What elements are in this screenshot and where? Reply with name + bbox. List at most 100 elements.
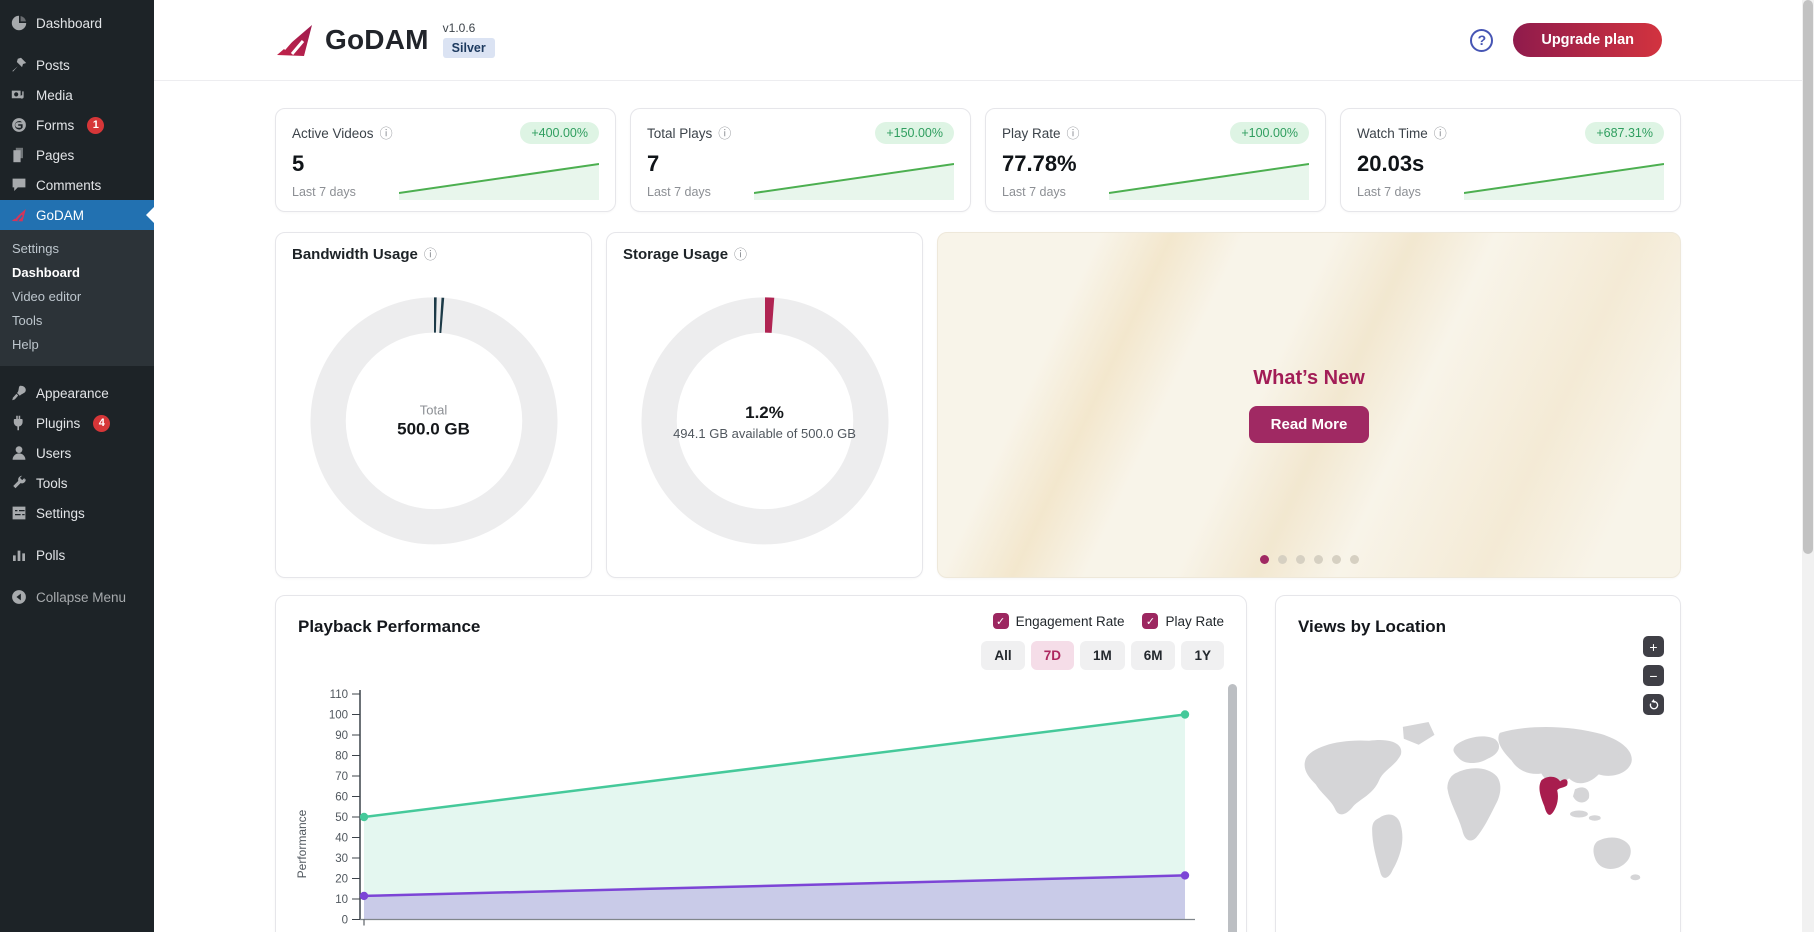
help-icon[interactable]: ? bbox=[1470, 28, 1494, 52]
sidebar-item-dashboard[interactable]: Dashboard bbox=[0, 8, 154, 38]
chart-scrollbar[interactable] bbox=[1228, 684, 1237, 932]
sidebar-item-label: Collapse Menu bbox=[36, 589, 127, 605]
forms-icon bbox=[10, 117, 27, 134]
info-icon[interactable]: ⓘ bbox=[379, 125, 393, 141]
carousel-dot-6[interactable] bbox=[1349, 555, 1359, 564]
sidebar-item-appearance[interactable]: Appearance bbox=[0, 378, 154, 408]
brand: GoDAM v1.0.6 Silver bbox=[275, 21, 495, 58]
sidebar-item-posts[interactable]: Posts bbox=[0, 50, 154, 80]
zoom-in-icon[interactable]: + bbox=[1643, 636, 1664, 657]
carousel-dot-5[interactable] bbox=[1331, 555, 1341, 564]
y-tick-label: 40 bbox=[335, 833, 348, 845]
sidebar-item-users[interactable]: Users bbox=[0, 438, 154, 468]
menu-separator bbox=[0, 528, 154, 540]
stat-sparkline bbox=[1464, 163, 1664, 200]
info-icon[interactable]: ⓘ bbox=[1433, 125, 1447, 141]
checkbox-checked-icon[interactable]: ✓ bbox=[1142, 613, 1159, 629]
page-scrollbar-thumb[interactable] bbox=[1803, 0, 1813, 554]
reset-icon[interactable] bbox=[1643, 694, 1664, 715]
admin-menu: Dashboard Posts Media Forms 1 Pages Comments Go… bbox=[0, 0, 154, 612]
whats-new-banner: What’s New Read More bbox=[937, 232, 1681, 578]
sidebar-item-label: Pages bbox=[36, 147, 75, 163]
sidebar-item-settings[interactable]: Settings bbox=[0, 498, 154, 528]
range-button-6m[interactable]: 6M bbox=[1130, 641, 1176, 670]
data-point bbox=[1180, 871, 1190, 880]
carousel-dot-3[interactable] bbox=[1295, 555, 1305, 564]
sidebar-item-label: Tools bbox=[36, 475, 68, 491]
stat-card-watch-time: Watch Time ⓘ +687.31% 20.03s Last 7 days bbox=[1340, 108, 1681, 212]
stat-value: 7 bbox=[647, 151, 660, 176]
world-map[interactable] bbox=[1292, 700, 1668, 930]
stat-card-play-rate: Play Rate ⓘ +100.00% 77.78% Last 7 days bbox=[985, 108, 1326, 212]
submenu-item-dashboard[interactable]: Dashboard bbox=[12, 265, 80, 280]
checkbox-checked-icon[interactable]: ✓ bbox=[992, 613, 1009, 629]
media-icon bbox=[10, 87, 27, 104]
dashboard-main: Active Videos ⓘ +400.00% 5 Last 7 days Total … bbox=[154, 81, 1802, 932]
sidebar-item-forms[interactable]: Forms 1 bbox=[0, 110, 154, 140]
sidebar-item-media[interactable]: Media bbox=[0, 80, 154, 110]
submenu-item-help[interactable]: Help bbox=[12, 337, 39, 352]
page-scrollbar[interactable] bbox=[1802, 0, 1814, 932]
y-axis-label: Performance bbox=[295, 809, 309, 878]
sidebar-item-label: GoDAM bbox=[36, 207, 85, 223]
bandwidth-usage-title: Bandwidth Usage bbox=[292, 246, 418, 263]
data-point bbox=[359, 891, 369, 901]
y-tick-label: 90 bbox=[335, 730, 348, 742]
carousel-dot-2[interactable] bbox=[1277, 555, 1287, 564]
stat-title: Watch Time bbox=[1357, 125, 1428, 141]
submenu-item-tools[interactable]: Tools bbox=[12, 313, 43, 328]
sidebar-item-label: Settings bbox=[36, 505, 85, 521]
range-button-1y[interactable]: 1Y bbox=[1181, 641, 1224, 670]
views-by-location-card: Views by Location + − bbox=[1275, 595, 1681, 932]
range-button-1m[interactable]: 1M bbox=[1079, 641, 1125, 670]
menu-separator bbox=[0, 570, 154, 582]
read-more-button[interactable]: Read More bbox=[1248, 406, 1370, 443]
carousel-dot-1[interactable] bbox=[1259, 555, 1269, 564]
analytics-row: Playback Performance ✓ Engagement Rate ✓ Pl… bbox=[275, 595, 1681, 932]
brand-meta: v1.0.6 Silver bbox=[442, 21, 495, 58]
godam-logo-icon bbox=[275, 22, 315, 58]
sidebar-item-polls[interactable]: Polls bbox=[0, 540, 154, 570]
info-icon[interactable]: ⓘ bbox=[734, 247, 748, 262]
storage-donut-center: 1.2% 494.1 GB available of 500.0 GB bbox=[641, 401, 889, 441]
series-area-play-rate bbox=[364, 714, 1185, 920]
sidebar-item-collapse[interactable]: Collapse Menu bbox=[0, 582, 154, 612]
submenu-item-settings[interactable]: Settings bbox=[12, 241, 59, 256]
legend-toggle-engagement-rate[interactable]: ✓ Engagement Rate bbox=[992, 613, 1124, 629]
carousel-dot-4[interactable] bbox=[1313, 555, 1323, 564]
zoom-out-icon[interactable]: − bbox=[1643, 665, 1664, 686]
pushpin-icon bbox=[10, 57, 27, 74]
y-tick-label: 110 bbox=[330, 689, 348, 701]
info-icon[interactable]: ⓘ bbox=[423, 247, 437, 262]
india-highlight bbox=[1539, 776, 1568, 815]
storage-center-value: 1.2% bbox=[745, 402, 784, 422]
godam-submenu: Settings Dashboard Video editor Tools Help bbox=[0, 230, 154, 366]
stat-title: Total Plays bbox=[647, 125, 713, 141]
upgrade-plan-button[interactable]: Upgrade plan bbox=[1513, 23, 1662, 57]
y-tick-label: 60 bbox=[335, 792, 348, 804]
sidebar-item-label: Forms bbox=[36, 117, 75, 133]
dashboard-icon bbox=[10, 15, 27, 32]
sidebar-item-tools[interactable]: Tools bbox=[0, 468, 154, 498]
sidebar-item-comments[interactable]: Comments bbox=[0, 170, 154, 200]
bandwidth-donut-chart: Total 500.0 GB bbox=[309, 297, 558, 545]
range-button-7d[interactable]: 7D bbox=[1030, 641, 1074, 670]
submenu-item-video-editor[interactable]: Video editor bbox=[12, 289, 82, 304]
notification-badge: 1 bbox=[87, 116, 105, 134]
y-tick-label: 50 bbox=[335, 812, 348, 824]
comment-icon bbox=[10, 177, 27, 194]
legend-toggle-play-rate[interactable]: ✓ Play Rate bbox=[1142, 613, 1224, 629]
range-button-all[interactable]: All bbox=[981, 641, 1025, 670]
playback-controls: ✓ Engagement Rate ✓ Play Rate All 7D 1M 6M 1Y bbox=[981, 613, 1224, 670]
sidebar-item-godam[interactable]: GoDAM bbox=[0, 200, 154, 230]
stat-change-badge: +400.00% bbox=[520, 122, 599, 144]
sidebar-item-plugins[interactable]: Plugins 4 bbox=[0, 408, 154, 438]
users-icon bbox=[10, 445, 27, 462]
legend-row: ✓ Engagement Rate ✓ Play Rate bbox=[992, 613, 1224, 629]
info-icon[interactable]: ⓘ bbox=[718, 125, 732, 141]
info-icon[interactable]: ⓘ bbox=[1066, 125, 1080, 141]
sidebar-item-pages[interactable]: Pages bbox=[0, 140, 154, 170]
stat-sparkline bbox=[399, 163, 599, 200]
series-line-engagement-rate bbox=[363, 874, 1186, 898]
menu-separator bbox=[0, 366, 154, 378]
